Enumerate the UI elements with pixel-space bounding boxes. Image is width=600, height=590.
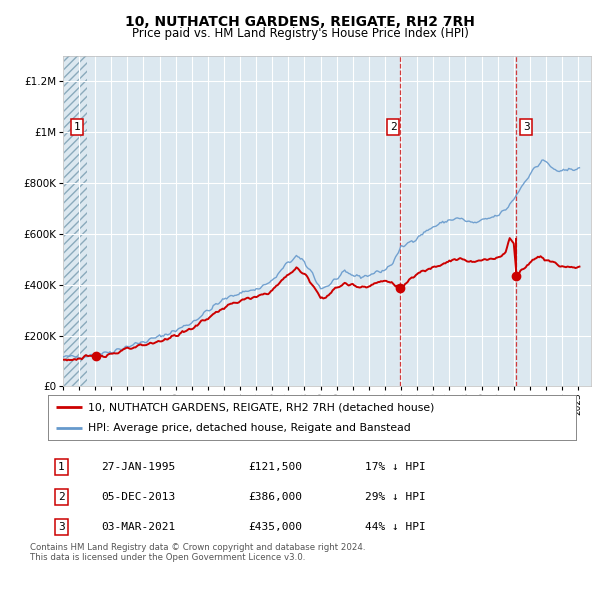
Text: 29% ↓ HPI: 29% ↓ HPI <box>365 492 425 502</box>
Text: 05-DEC-2013: 05-DEC-2013 <box>101 492 175 502</box>
Text: 1: 1 <box>74 122 80 132</box>
Text: 44% ↓ HPI: 44% ↓ HPI <box>365 522 425 532</box>
Text: 03-MAR-2021: 03-MAR-2021 <box>101 522 175 532</box>
Text: £121,500: £121,500 <box>248 462 302 471</box>
Text: 3: 3 <box>58 522 65 532</box>
Text: £435,000: £435,000 <box>248 522 302 532</box>
Text: 27-JAN-1995: 27-JAN-1995 <box>101 462 175 471</box>
Text: £386,000: £386,000 <box>248 492 302 502</box>
Text: 10, NUTHATCH GARDENS, REIGATE, RH2 7RH: 10, NUTHATCH GARDENS, REIGATE, RH2 7RH <box>125 15 475 29</box>
Bar <box>63 56 87 386</box>
Text: 3: 3 <box>523 122 530 132</box>
Text: 17% ↓ HPI: 17% ↓ HPI <box>365 462 425 471</box>
Text: 1: 1 <box>58 462 65 471</box>
Text: HPI: Average price, detached house, Reigate and Banstead: HPI: Average price, detached house, Reig… <box>88 424 410 434</box>
Text: 10, NUTHATCH GARDENS, REIGATE, RH2 7RH (detached house): 10, NUTHATCH GARDENS, REIGATE, RH2 7RH (… <box>88 402 434 412</box>
Text: 2: 2 <box>390 122 397 132</box>
Text: 2: 2 <box>58 492 65 502</box>
Text: Contains HM Land Registry data © Crown copyright and database right 2024.
This d: Contains HM Land Registry data © Crown c… <box>30 543 365 562</box>
Text: Price paid vs. HM Land Registry's House Price Index (HPI): Price paid vs. HM Land Registry's House … <box>131 27 469 40</box>
